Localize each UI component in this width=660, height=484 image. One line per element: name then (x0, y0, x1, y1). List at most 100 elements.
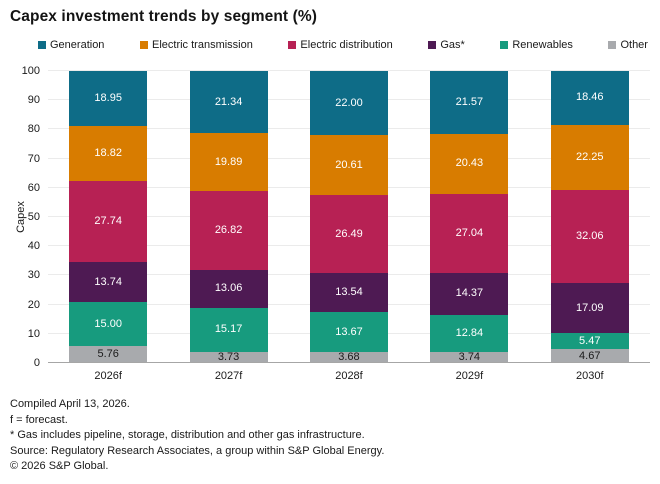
bar-segment: 21.57 (430, 71, 509, 134)
bar-segment-value: 14.37 (455, 287, 484, 300)
bar-segment: 13.74 (69, 262, 148, 303)
bar-segment-value: 13.67 (335, 325, 363, 338)
bar-segment-value: 15.00 (94, 317, 122, 330)
chart-title: Capex investment trends by segment (%) (10, 8, 317, 25)
bar-segment-value: 3.68 (338, 351, 360, 364)
legend-label: Electric transmission (152, 39, 253, 51)
legend: Generation Electric transmission Electric … (38, 39, 648, 51)
legend-item: Generation (38, 39, 104, 51)
bar-segment: 3.68 (309, 351, 388, 364)
legend-item: Gas* (428, 39, 465, 51)
bar-segment: 4.67 (550, 349, 629, 363)
stacked-bar-chart: Capex 18.95 18.82 27.74 13.74 15.00 5.76 21.34… (10, 65, 650, 382)
bar-segment: 15.00 (69, 302, 148, 347)
gridline (48, 70, 650, 71)
bar-segment-value: 13.74 (94, 275, 122, 288)
bar-segment: 26.49 (309, 195, 388, 273)
bar-segment: 32.06 (550, 189, 629, 284)
legend-label: Renewables (512, 39, 573, 51)
y-tick-label: 60 (27, 181, 40, 194)
y-tick-label: 20 (27, 298, 40, 311)
bar-segment-value: 18.95 (94, 92, 122, 105)
bar-segment-value: 26.82 (214, 224, 243, 237)
bar-segment: 20.61 (309, 135, 388, 196)
bar-segment-value: 3.73 (217, 351, 240, 364)
bar-segment-value: 21.34 (214, 95, 243, 108)
legend-swatch-icon (38, 41, 46, 49)
bar-segment: 5.47 (550, 333, 629, 350)
legend-label: Generation (50, 39, 105, 51)
bar-segment-value: 26.49 (335, 227, 363, 240)
bar-segment: 3.74 (430, 350, 509, 363)
legend-label: Gas* (440, 39, 465, 51)
bar-segment: 14.37 (430, 272, 509, 315)
bar-segment-value: 12.84 (455, 326, 484, 339)
legend-swatch-icon (428, 41, 437, 49)
bar-segment-value: 18.82 (94, 147, 122, 160)
footnote: f = forecast. (10, 413, 68, 426)
bar-segment-value: 17.09 (575, 301, 604, 314)
stacked-bar-2029f: 21.57 20.43 27.04 14.37 12.84 3.74 (430, 71, 509, 363)
x-tick-label: 2027f (214, 370, 243, 382)
footnote: * Gas includes pipeline, storage, distri… (10, 429, 365, 442)
bar-segment: 27.74 (69, 181, 148, 263)
x-tick-label: 2026f (94, 370, 122, 382)
footnotes: Compiled April 13, 2026. f = forecast. * G… (10, 397, 650, 475)
y-tick-label: 40 (27, 240, 40, 253)
legend-swatch-icon (500, 41, 509, 49)
x-axis-line (48, 362, 650, 363)
bar-segment-value: 20.43 (455, 157, 484, 170)
legend-item: Electric transmission (140, 39, 253, 51)
bar-segment: 21.34 (189, 71, 268, 134)
bar-segment: 20.43 (430, 133, 509, 194)
y-tick-label: 10 (27, 327, 40, 340)
x-tick-label: 2030f (575, 370, 604, 382)
bar-segment: 13.06 (189, 269, 268, 308)
y-tick-label: 80 (27, 123, 40, 136)
stacked-bar-2028f: 22.00 20.61 26.49 13.54 13.67 3.68 (309, 71, 388, 364)
stacked-bar-2027f: 21.34 19.89 26.82 13.06 15.17 3.73 (189, 71, 268, 364)
y-tick-label: 70 (27, 152, 40, 165)
bar-segment-value: 4.67 (579, 349, 601, 362)
bar-segment: 22.00 (309, 71, 388, 136)
bar-segment: 13.54 (309, 272, 388, 313)
bar-segment: 5.76 (69, 346, 148, 363)
x-tick-label: 2029f (455, 370, 484, 382)
footnote: © 2026 S&P Global. (10, 460, 109, 473)
legend-label: Other (620, 39, 648, 51)
bar-segment: 27.04 (430, 193, 509, 273)
bars-row: 18.95 18.82 27.74 13.74 15.00 5.76 21.34 19.89 2… (48, 71, 650, 363)
bar-segment: 17.09 (550, 283, 629, 334)
bar-segment-value: 22.25 (575, 150, 604, 163)
bar-segment-value: 21.57 (455, 95, 484, 108)
footnote: Compiled April 13, 2026. (10, 398, 130, 410)
bar-segment-value: 13.54 (335, 286, 363, 299)
bar-segment-value: 18.46 (575, 91, 604, 104)
bar-segment-value: 19.89 (214, 155, 243, 168)
y-tick-label: 100 (21, 65, 40, 77)
x-axis-labels: 2026f 2027f 2028f 2029f 2030f (48, 370, 650, 382)
bar-segment-value: 27.04 (455, 226, 484, 239)
bar-segment: 13.67 (309, 312, 388, 353)
x-tick-label: 2028f (335, 370, 363, 382)
bar-segment-value: 13.06 (214, 282, 243, 295)
stacked-bar-2030f: 18.46 22.25 32.06 17.09 5.47 4.67 (550, 71, 629, 363)
bar-segment: 18.82 (69, 126, 148, 182)
y-tick-label: 0 (33, 357, 40, 369)
legend-item: Electric distribution (288, 39, 393, 51)
bar-segment-value: 3.74 (458, 350, 481, 363)
legend-swatch-icon (288, 41, 297, 49)
legend-swatch-icon (608, 41, 617, 49)
bar-segment-value: 27.74 (94, 215, 122, 228)
legend-item: Renewables (500, 39, 573, 51)
bar-segment: 18.95 (69, 71, 148, 127)
bar-segment-value: 5.76 (97, 348, 119, 361)
stacked-bar-2026f: 18.95 18.82 27.74 13.74 15.00 5.76 (69, 71, 148, 363)
bar-segment: 15.17 (189, 307, 268, 353)
plot-area: Capex 18.95 18.82 27.74 13.74 15.00 5.76 21.34… (15, 65, 650, 369)
bar-segment: 19.89 (189, 133, 268, 192)
bar-segment-value: 15.17 (214, 323, 243, 336)
bar-segment-value: 22.00 (335, 96, 363, 109)
bar-segment: 22.25 (550, 124, 629, 190)
